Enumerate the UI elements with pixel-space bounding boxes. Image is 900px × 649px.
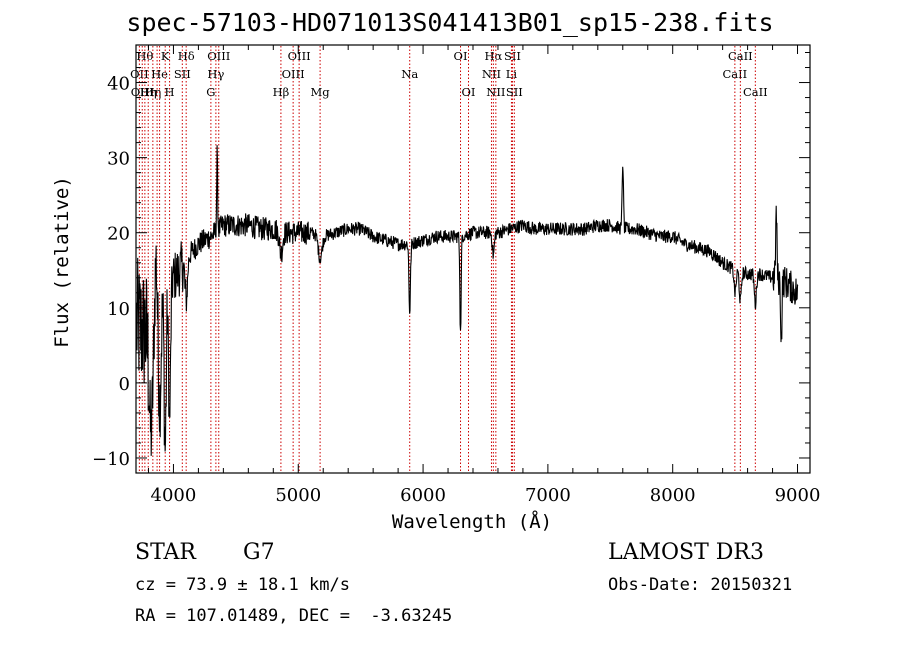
- y-tick-label: 20: [107, 224, 130, 245]
- plot-frame: [135, 44, 811, 474]
- line-marker-label: Na: [401, 67, 418, 81]
- line-marker-label: OI: [454, 49, 468, 63]
- line-marker-label: CaII: [728, 49, 753, 63]
- x-tick-label: 6000: [400, 485, 446, 506]
- line-marker-label: Mg: [311, 85, 331, 99]
- x-tick-label: 9000: [775, 485, 821, 506]
- x-tick-label: 4000: [151, 485, 197, 506]
- line-marker-label: K: [161, 49, 170, 63]
- line-marker-label: OII: [130, 67, 149, 81]
- x-tick-label: 5000: [275, 485, 321, 506]
- object-class: STAR: [135, 540, 196, 565]
- line-marker-label: NII: [486, 85, 505, 99]
- line-marker-label: SII: [504, 49, 521, 63]
- y-tick-label: 0: [119, 374, 130, 395]
- x-tick-label: 7000: [525, 485, 571, 506]
- spectrum-line: [136, 145, 799, 456]
- y-axis-label: Flux (relative): [51, 176, 73, 348]
- line-marker-label: CaII: [722, 67, 747, 81]
- observation-date: Obs-Date: 20150321: [608, 575, 793, 595]
- line-marker-label: OIII: [282, 67, 305, 81]
- object-subclass: G7: [243, 540, 275, 565]
- x-axis-label: Wavelength (Å): [392, 510, 552, 533]
- x-tick-label: 8000: [650, 485, 696, 506]
- line-marker-label: SII: [506, 85, 523, 99]
- survey-name: LAMOST DR3: [608, 540, 764, 565]
- y-tick-label: 40: [107, 74, 130, 95]
- line-marker-label: Hβ: [273, 85, 290, 99]
- chart-title: spec-57103-HD071013S041413B01_sp15-238.f…: [126, 8, 774, 37]
- line-marker-label: Li: [506, 67, 518, 81]
- coordinates: RA = 107.01489, DEC = -3.63245: [135, 606, 453, 626]
- line-marker-label: OI: [462, 85, 476, 99]
- line-markers: OIIOIIIHθHηHηHeKHSIIHδGHγOIIIHβOIIIOIIIM…: [130, 46, 768, 472]
- y-tick-label: −10: [92, 449, 130, 470]
- line-marker-label: Hδ: [178, 49, 195, 63]
- line-marker-label: Hγ: [207, 67, 224, 81]
- line-marker-label: SII: [174, 67, 191, 81]
- line-marker-label: He: [151, 67, 168, 81]
- line-marker-label: OIII: [207, 49, 230, 63]
- y-tick-label: 10: [107, 299, 130, 320]
- line-marker-label: Hα: [484, 49, 502, 63]
- line-marker-label: G: [206, 85, 215, 99]
- redshift-value: cz = 73.9 ± 18.1 km/s: [135, 575, 350, 595]
- line-marker-label: H: [165, 85, 175, 99]
- line-marker-label: CaII: [743, 85, 768, 99]
- axis-ticks: 4000 5000 6000 7000 8000 9000 −10 0 10 20 30 40: [92, 45, 820, 506]
- line-marker-label: Hη: [144, 85, 161, 99]
- line-marker-label: Hθ: [136, 49, 153, 63]
- line-marker-label: NII: [482, 67, 501, 81]
- line-marker-label: OIII: [288, 49, 311, 63]
- y-tick-label: 30: [107, 149, 130, 170]
